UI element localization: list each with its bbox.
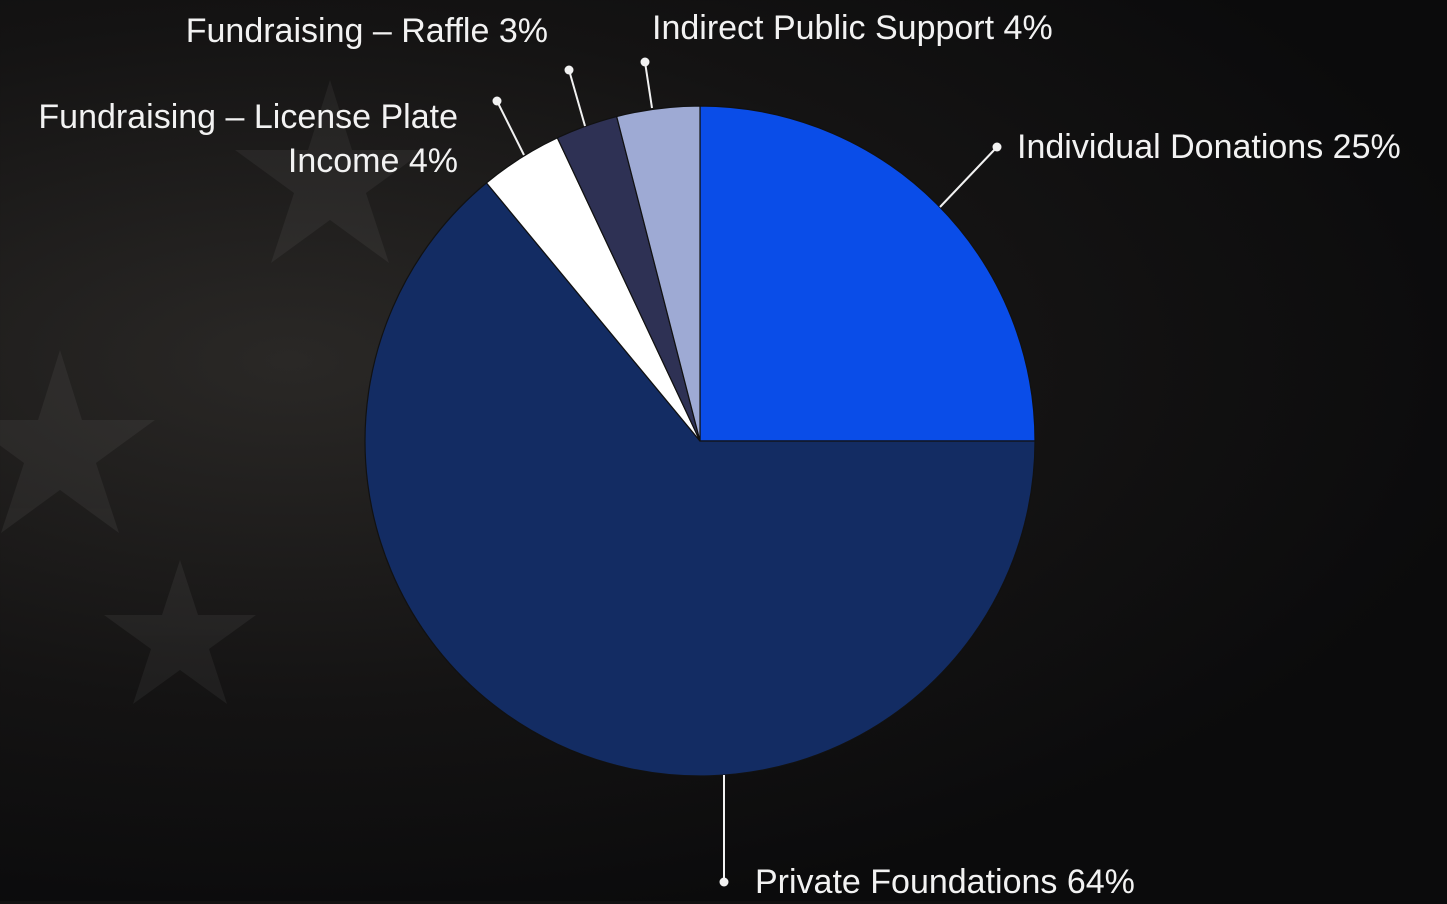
background-stars [0, 80, 425, 704]
pie-slice [615, 105, 701, 442]
pie-slice [364, 182, 1036, 777]
slice-label: Fundraising – License Plate Income 4% [0, 95, 458, 183]
leader-dot [492, 96, 502, 106]
slice-label: Private Foundations 64% [755, 860, 1135, 904]
leader-line [644, 61, 653, 109]
slice-label: Fundraising – Raffle 3% [186, 9, 548, 53]
value-label: 4% [1003, 9, 1053, 47]
slice-label: Individual Donations 25% [1017, 125, 1401, 169]
pie-slice [699, 105, 1036, 442]
leader-line [568, 69, 586, 127]
slice-label: Indirect Public Support 4% [652, 6, 1053, 50]
leader-dot [640, 57, 650, 67]
category-label: Fundraising – License Plate Income [38, 98, 458, 180]
leader-line [939, 146, 998, 208]
value-label: 64% [1066, 863, 1135, 901]
value-label: 25% [1332, 128, 1401, 166]
leader-dot [719, 877, 729, 887]
leader-line [496, 100, 525, 156]
value-label: 4% [408, 142, 458, 180]
category-label: Fundraising – Raffle [185, 12, 490, 50]
category-label: Individual Donations [1017, 128, 1324, 166]
category-label: Indirect Public Support [652, 9, 995, 47]
leader-dot [564, 65, 574, 75]
value-label: 3% [498, 12, 548, 50]
category-label: Private Foundations [755, 863, 1058, 901]
leader-dot [992, 142, 1002, 152]
